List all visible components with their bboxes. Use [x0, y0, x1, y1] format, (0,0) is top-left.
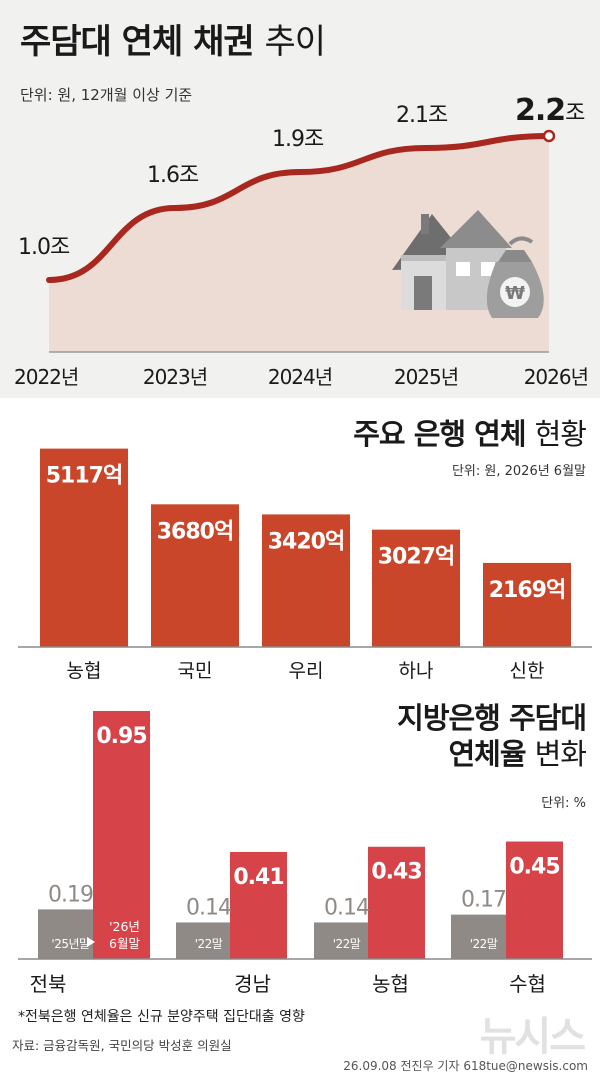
- data-label: 2.2조: [515, 93, 585, 128]
- current-period-label: '26년: [109, 919, 140, 934]
- x-tick-label: 신한: [510, 660, 545, 682]
- page-title: 주담대 연체 채권 추이: [20, 14, 326, 63]
- previous-value-label: 0.19: [48, 882, 93, 907]
- previous-value-label: 0.14: [324, 895, 369, 920]
- current-period-bar: [230, 851, 287, 959]
- x-tick-label: 경남: [234, 972, 271, 996]
- line-chart: ₩ 1.0조 1.6조 1.9조 2.1조 2.2조 2022년 2023년 2024년 202…: [14, 93, 589, 389]
- rate-title-bold: 연체율: [448, 737, 526, 771]
- current-period-bar: [368, 846, 425, 959]
- bar-value-label: 3420억: [268, 529, 344, 554]
- period-arrow-icon: [87, 937, 95, 947]
- bar: [262, 514, 350, 647]
- bar-value-label: 2169억: [489, 578, 565, 603]
- bar-value-label: 3680억: [157, 519, 233, 544]
- bar: [151, 504, 239, 647]
- x-tick-label: 농협: [372, 972, 409, 996]
- x-tick-label: 전북: [30, 972, 67, 996]
- bar: [40, 448, 128, 647]
- data-label: 1.0조: [18, 235, 70, 260]
- current-value-label: 0.41: [233, 865, 283, 890]
- previous-period-bar: [176, 922, 233, 959]
- bar-value-label: 5117억: [46, 464, 122, 489]
- end-point-marker: [542, 129, 556, 143]
- footnote: *전북은행 연체율은 신규 분양주택 집단대출 영향: [18, 1009, 305, 1025]
- source-note: 자료: 금융감독원, 국민의당 박성훈 의원실: [12, 1038, 232, 1053]
- series-line: [46, 133, 552, 283]
- x-tick-label: 하나: [399, 660, 434, 682]
- x-tick-label: 2026년: [524, 365, 588, 389]
- data-label-unit: 조: [565, 101, 585, 126]
- bar: [372, 529, 460, 647]
- line-chart-section: 주담대 연체 채권 추이 단위: 원, 12개월 이상 기준 ₩: [0, 0, 600, 398]
- bar-title-bold: 주요 은행 연체: [353, 417, 526, 451]
- data-label: 1.6조: [147, 163, 199, 188]
- bar-value-label: 3027억: [378, 545, 454, 570]
- current-period-bar: [93, 711, 150, 959]
- rate-title-line1: 지방은행 주담대: [397, 701, 587, 735]
- rate-title-light: 변화: [534, 737, 587, 771]
- line-unit-note: 단위: 원, 12개월 이상 기준: [20, 86, 193, 104]
- x-tick-label: 2024년: [268, 365, 332, 389]
- data-label: 1.9조: [272, 127, 324, 152]
- house-icon: [392, 210, 512, 310]
- x-tick-label: 농협: [67, 660, 102, 682]
- previous-period-bar: [451, 914, 508, 959]
- previous-period-label: '25년말: [51, 937, 90, 951]
- rate-unit-note: 단위: %: [541, 796, 586, 811]
- x-tick-label: 2025년: [394, 365, 458, 389]
- x-tick-label: 우리: [289, 660, 324, 682]
- rate-bar-chart: 0.190.95'25년말전북0.140.41'22말경남0.140.43'22…: [18, 711, 592, 996]
- current-value-label: 0.45: [509, 855, 559, 880]
- previous-value-label: 0.14: [186, 895, 231, 920]
- bar-title-light: 현황: [534, 417, 587, 451]
- x-tick-label: 2023년: [143, 365, 207, 389]
- bar-unit-note: 단위: 원, 2026년 6월말: [451, 464, 586, 479]
- current-value-label: 0.43: [371, 860, 421, 885]
- page-title-light: 추이: [264, 22, 326, 62]
- money-bag-icon: ₩: [486, 236, 544, 318]
- data-label-value: 2.2: [515, 93, 565, 128]
- rate-section-title: 지방은행 주담대 연체율 변화: [397, 700, 587, 772]
- previous-period-label: '22말: [195, 937, 223, 951]
- credit-line: 26.09.08 전진우 기자 618tue@newsis.com: [343, 1059, 588, 1073]
- newsis-logo: 뉴시스: [479, 1014, 586, 1060]
- bar: [483, 562, 571, 647]
- current-value-label: 0.95: [96, 724, 146, 749]
- x-tick-label: 국민: [178, 660, 213, 682]
- previous-period-label: '22말: [333, 937, 361, 951]
- current-period-label: 6월말: [109, 936, 140, 951]
- svg-text:₩: ₩: [505, 283, 525, 304]
- bar-section-title: 주요 은행 연체 현황: [353, 416, 587, 452]
- previous-period-bar: [38, 909, 95, 959]
- previous-period-label: '22말: [470, 937, 498, 951]
- previous-period-bar: [314, 922, 371, 959]
- previous-value-label: 0.17: [461, 888, 506, 913]
- data-label: 2.1조: [396, 103, 448, 128]
- current-period-bar: [506, 841, 563, 959]
- x-tick-label: 2022년: [14, 365, 78, 389]
- page-title-bold: 주담대 연체 채권: [20, 22, 255, 62]
- x-tick-label: 수협: [509, 972, 546, 996]
